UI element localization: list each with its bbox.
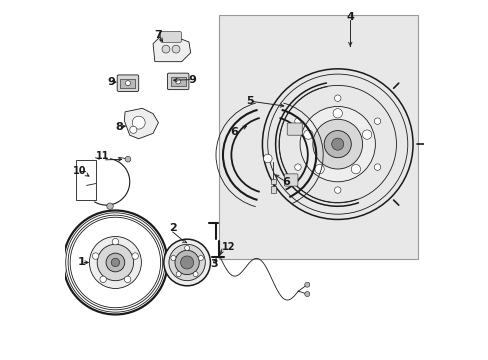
Circle shape	[106, 203, 113, 210]
Circle shape	[198, 256, 203, 261]
Bar	[170, 77, 185, 86]
Text: 9: 9	[107, 77, 115, 87]
Circle shape	[176, 272, 181, 277]
FancyBboxPatch shape	[167, 73, 188, 90]
Circle shape	[168, 244, 205, 281]
Text: 6: 6	[229, 127, 237, 136]
Bar	[120, 79, 135, 88]
Circle shape	[373, 118, 380, 125]
Circle shape	[172, 45, 180, 53]
Circle shape	[132, 253, 138, 259]
Bar	[270, 186, 276, 193]
Circle shape	[303, 130, 312, 139]
Circle shape	[129, 126, 137, 134]
Circle shape	[175, 250, 199, 275]
Circle shape	[180, 256, 193, 269]
Circle shape	[263, 154, 271, 163]
Circle shape	[132, 116, 145, 129]
Circle shape	[162, 45, 169, 53]
Circle shape	[314, 165, 324, 174]
FancyBboxPatch shape	[160, 32, 181, 42]
Text: 5: 5	[245, 96, 253, 106]
Text: 2: 2	[168, 224, 176, 233]
FancyBboxPatch shape	[284, 174, 297, 186]
Circle shape	[362, 130, 371, 139]
Circle shape	[124, 276, 131, 283]
Circle shape	[294, 118, 301, 125]
FancyBboxPatch shape	[286, 123, 302, 135]
Text: 11: 11	[96, 150, 109, 161]
Circle shape	[300, 107, 375, 182]
Text: 10: 10	[73, 166, 86, 176]
Bar	[219, 15, 418, 259]
Circle shape	[304, 282, 309, 287]
Circle shape	[92, 253, 99, 259]
Circle shape	[294, 164, 301, 170]
Circle shape	[304, 292, 309, 297]
Circle shape	[100, 276, 106, 283]
Circle shape	[373, 164, 380, 170]
PathPatch shape	[124, 108, 158, 139]
Circle shape	[334, 187, 340, 193]
Text: 9: 9	[188, 75, 196, 85]
Circle shape	[111, 258, 119, 267]
Circle shape	[97, 244, 133, 281]
Text: 1: 1	[77, 257, 85, 267]
Bar	[76, 160, 96, 200]
Text: 7: 7	[154, 30, 161, 40]
Circle shape	[324, 131, 350, 158]
Circle shape	[89, 237, 141, 288]
Text: 4: 4	[346, 12, 353, 22]
Bar	[270, 179, 276, 184]
Circle shape	[175, 79, 180, 84]
Text: 6: 6	[281, 177, 289, 187]
Circle shape	[332, 109, 342, 118]
Circle shape	[170, 256, 176, 261]
Circle shape	[312, 119, 362, 169]
Circle shape	[193, 272, 198, 277]
Text: 12: 12	[222, 242, 235, 252]
Text: 3: 3	[210, 259, 217, 269]
Circle shape	[331, 138, 343, 150]
Circle shape	[350, 165, 360, 174]
PathPatch shape	[153, 35, 190, 62]
FancyBboxPatch shape	[117, 75, 139, 91]
Text: 8: 8	[116, 122, 123, 132]
Circle shape	[184, 246, 189, 251]
Circle shape	[112, 238, 119, 245]
Circle shape	[334, 95, 340, 102]
Circle shape	[163, 239, 210, 286]
Circle shape	[106, 253, 124, 272]
Circle shape	[125, 156, 131, 162]
Circle shape	[125, 81, 130, 86]
